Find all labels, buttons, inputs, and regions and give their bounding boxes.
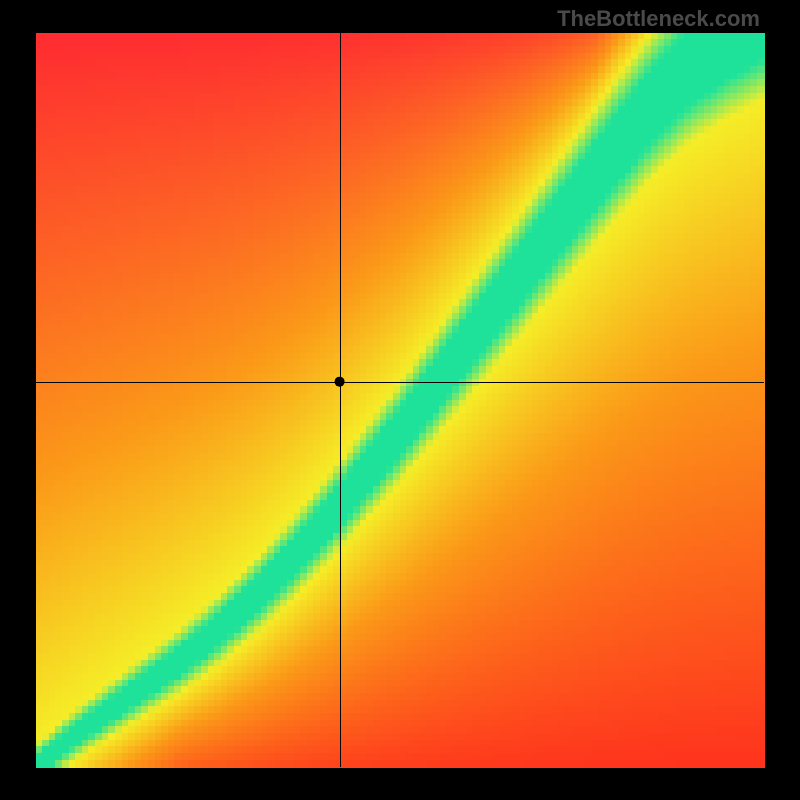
- bottleneck-heatmap: [0, 0, 800, 800]
- chart-container: TheBottleneck.com: [0, 0, 800, 800]
- watermark-text: TheBottleneck.com: [557, 6, 760, 32]
